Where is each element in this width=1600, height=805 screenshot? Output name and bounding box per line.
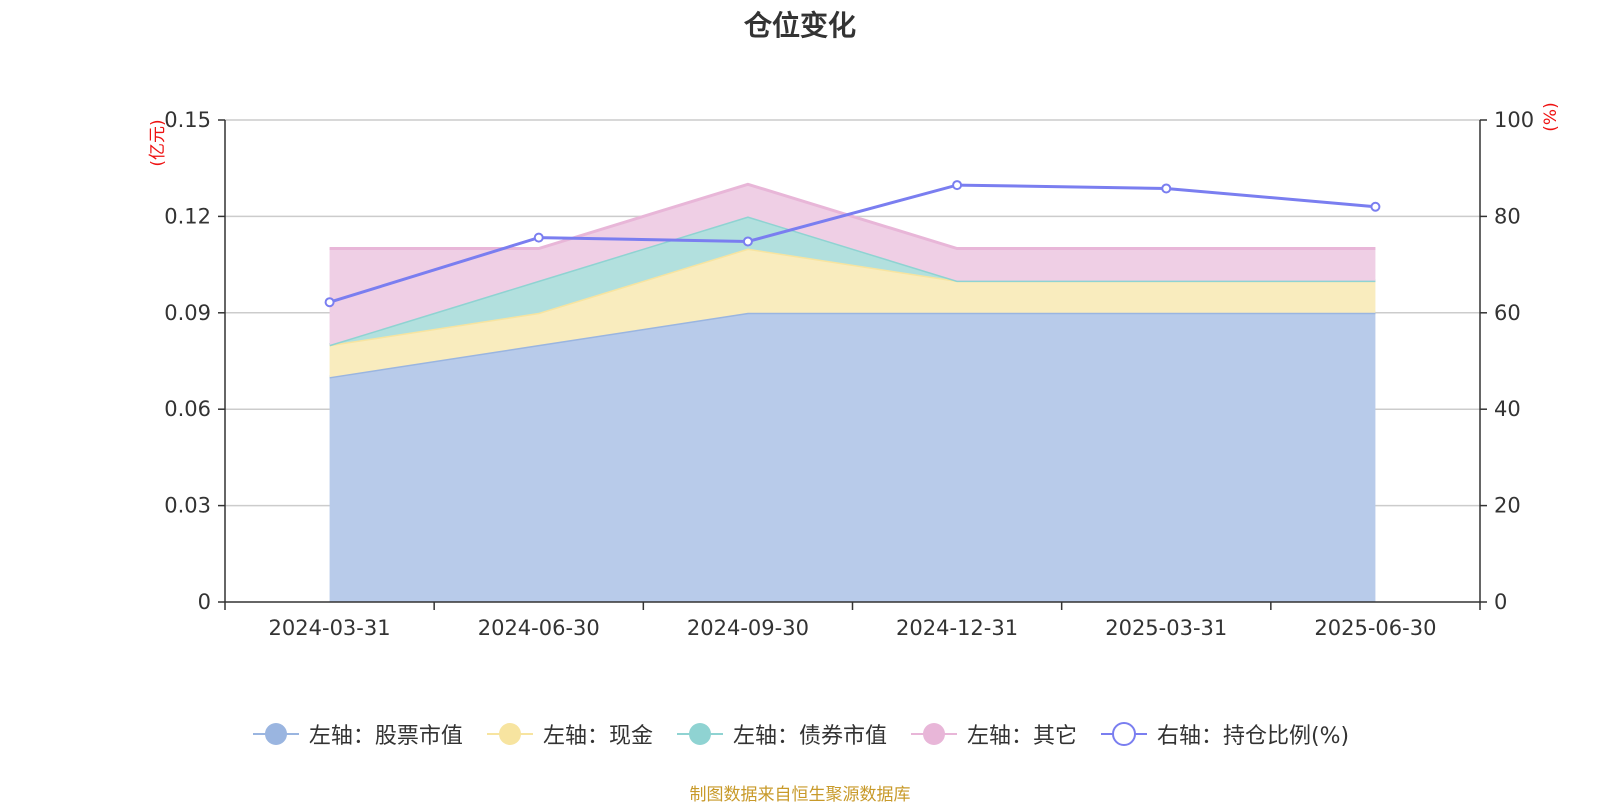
- legend-marker-icon: [252, 723, 299, 745]
- line-右轴：持仓比例(%): [329, 183, 1376, 304]
- axes: 0 0.03 0.06 0.09 0.12 0.15 0 20 40 60 80 100 2024-03…: [164, 108, 1534, 640]
- source-note: 制图数据来自恒生聚源数据库: [689, 785, 911, 805]
- area-左轴：其它: [329, 184, 1376, 345]
- right-axis-tick-label: 40: [1494, 397, 1521, 421]
- legend-item[interactable]: 左轴：现金: [485, 718, 653, 750]
- x-axis-tick-label: 2025-06-30: [1314, 616, 1436, 640]
- line-series: [324, 180, 1381, 308]
- left-axis-tick-label: 0.12: [164, 204, 211, 228]
- legend-label: 左轴：现金: [542, 724, 653, 749]
- line-point: [1161, 183, 1172, 194]
- legend-label: 左轴：债券市值: [732, 724, 887, 749]
- x-axis-tick-label: 2024-09-30: [687, 616, 809, 640]
- x-axis-tick-label: 2025-03-31: [1105, 616, 1227, 640]
- legend-label: 左轴：股票市值: [308, 724, 463, 749]
- left-axis-unit: (亿元): [148, 119, 168, 166]
- line-point: [742, 236, 753, 247]
- left-axis-tick-label: 0.06: [164, 397, 211, 421]
- legend: 左轴：股票市值 左轴：现金 左轴：债券市值 左轴：其它 右轴：持仓比例(%): [0, 718, 1600, 750]
- left-axis-tick-label: 0.15: [164, 108, 211, 132]
- right-axis-tick-label: 80: [1494, 204, 1521, 228]
- legend-label: 左轴：其它: [966, 724, 1077, 749]
- right-axis-unit: (%): [1541, 102, 1561, 131]
- line-point: [324, 297, 335, 308]
- area-左轴：股票市值: [329, 312, 1376, 602]
- legend-item[interactable]: 左轴：债券市值: [675, 718, 887, 750]
- legend-marker-icon: [676, 723, 723, 745]
- legend-label: 右轴：持仓比例(%): [1156, 724, 1350, 749]
- right-axis-tick-label: 60: [1494, 301, 1521, 325]
- x-axis-tick-label: 2024-03-31: [269, 616, 391, 640]
- legend-item[interactable]: 左轴：其它: [909, 718, 1077, 750]
- line-point: [1370, 201, 1381, 212]
- x-axis-tick-label: 2024-06-30: [478, 616, 600, 640]
- legend-marker-icon: [910, 723, 957, 745]
- area-edge-左轴：债券市值: [329, 214, 1376, 347]
- legend-marker-icon: [486, 723, 533, 745]
- left-axis-tick-label: 0.03: [164, 494, 211, 518]
- line-point: [952, 180, 963, 191]
- legend-marker-icon: [1100, 722, 1147, 746]
- left-axis-tick-label: 0.09: [164, 301, 211, 325]
- right-axis-tick-label: 100: [1494, 108, 1534, 132]
- chart-title: 仓位变化: [743, 9, 856, 42]
- legend-item[interactable]: 右轴：持仓比例(%): [1099, 718, 1349, 750]
- legend-item[interactable]: 左轴：股票市值: [251, 718, 463, 750]
- x-axis-tick-label: 2024-12-31: [896, 616, 1018, 640]
- right-axis-tick-label: 0: [1494, 590, 1507, 614]
- left-axis-tick-label: 0: [198, 590, 211, 614]
- line-point: [533, 232, 544, 243]
- right-axis-tick-label: 20: [1494, 494, 1521, 518]
- area-series: [329, 182, 1376, 602]
